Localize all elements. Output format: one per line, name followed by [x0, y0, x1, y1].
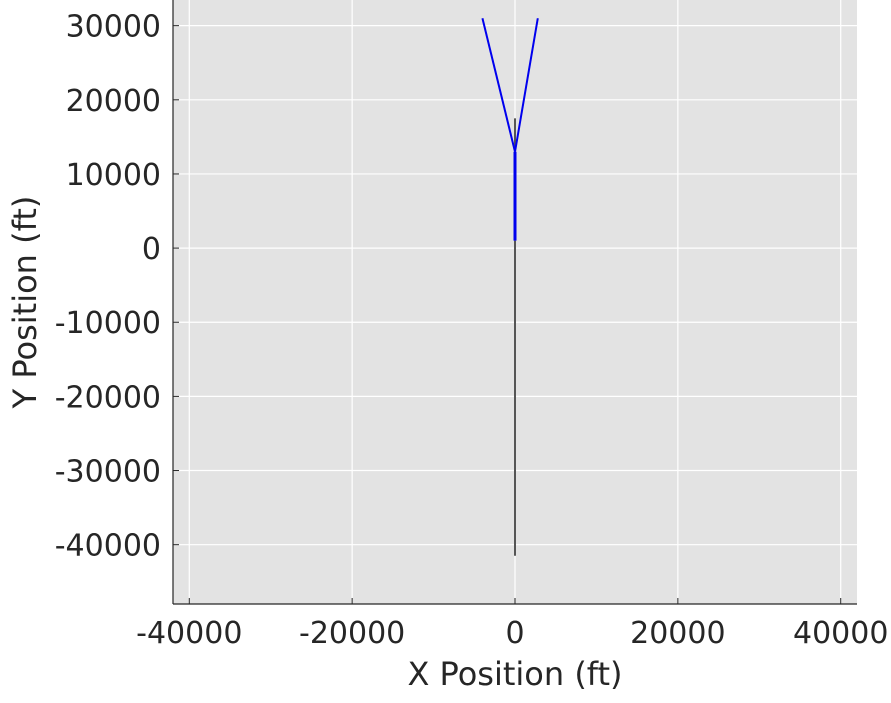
x-tick-label: -20000 [299, 616, 405, 651]
x-tick-label: 0 [505, 616, 524, 651]
x-tick-label: 40000 [793, 616, 888, 651]
y-tick-label: 0 [142, 232, 161, 267]
x-axis-title: X Position (ft) [407, 655, 622, 693]
y-axis-title: Y Position (ft) [6, 196, 44, 410]
y-tick-label: -30000 [55, 455, 161, 490]
y-tick-label: -40000 [55, 529, 161, 564]
y-tick-label: -20000 [55, 380, 161, 415]
series-line-5 [514, 18, 539, 152]
x-tick-label: -40000 [136, 616, 242, 651]
y-tick-label: 30000 [66, 10, 161, 45]
y-tick-label: 10000 [66, 158, 161, 193]
x-tick-label: 20000 [630, 616, 725, 651]
series-line-4 [481, 18, 516, 152]
y-tick-label: 20000 [66, 84, 161, 119]
y-tick-label: -10000 [55, 306, 161, 341]
